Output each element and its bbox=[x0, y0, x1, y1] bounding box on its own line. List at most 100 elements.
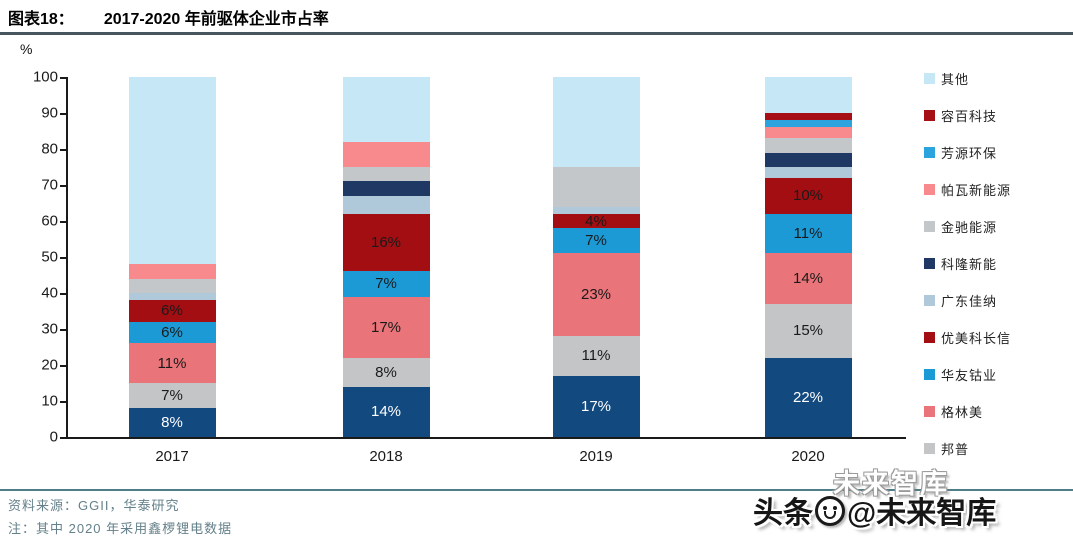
data-note: 注：其中 2020 年采用鑫椤锂电数据 bbox=[8, 521, 233, 536]
y-tick-mark bbox=[60, 257, 66, 259]
legend-label: 优美科长信 bbox=[941, 331, 1012, 346]
bar-segment bbox=[764, 113, 852, 121]
bar-segment bbox=[128, 278, 216, 293]
y-tick-mark bbox=[60, 149, 66, 151]
bar-value-label: 14% bbox=[792, 270, 824, 288]
bar-segment bbox=[342, 181, 430, 196]
legend-swatch bbox=[924, 443, 935, 454]
bar-segment: 23% bbox=[552, 253, 640, 337]
bar-value-label: 10% bbox=[792, 187, 824, 205]
bar-value-label: 11% bbox=[793, 225, 823, 243]
bar-segment: 8% bbox=[342, 357, 430, 387]
bar-value-label: 8% bbox=[161, 414, 183, 432]
y-tick-label: 10 bbox=[41, 392, 58, 410]
y-tick-label: 50 bbox=[41, 248, 58, 266]
bar-segment bbox=[764, 152, 852, 167]
legend-label: 广东佳纳 bbox=[941, 294, 998, 309]
title-divider bbox=[0, 32, 1073, 35]
bar-value-label: 11% bbox=[157, 354, 187, 372]
bar-segment bbox=[342, 141, 430, 167]
legend-swatch bbox=[924, 184, 935, 195]
bar-segment bbox=[342, 167, 430, 182]
bar-segment: 8% bbox=[128, 408, 216, 437]
legend-item: 优美科长信 bbox=[924, 328, 1011, 347]
legend-swatch bbox=[924, 221, 935, 232]
figure-number-label: 图表18： bbox=[8, 11, 74, 28]
bar-value-label: 11% bbox=[581, 347, 611, 365]
legend-label: 其他 bbox=[941, 72, 970, 87]
bar-segment bbox=[552, 77, 640, 167]
bar-segment: 6% bbox=[128, 300, 216, 322]
bar-segment bbox=[342, 77, 430, 142]
x-category-label: 2018 bbox=[369, 448, 403, 465]
bar-segment: 11% bbox=[552, 336, 640, 376]
footer-divider bbox=[0, 489, 1073, 491]
figure-title: 2017-2020 年前驱体企业市占率 bbox=[103, 11, 329, 28]
x-axis-line bbox=[66, 437, 906, 439]
bar-value-label: 16% bbox=[370, 234, 402, 252]
bar-segment: 7% bbox=[128, 383, 216, 409]
y-tick-label: 90 bbox=[41, 104, 58, 122]
legend-item: 华友钴业 bbox=[924, 365, 997, 384]
bar-value-label: 6% bbox=[161, 324, 183, 342]
legend-item: 芳源环保 bbox=[924, 143, 997, 162]
legend-item: 金驰能源 bbox=[924, 217, 997, 236]
bar-segment: 16% bbox=[342, 213, 430, 272]
legend-label: 容百科技 bbox=[941, 109, 998, 124]
legend-swatch bbox=[924, 332, 935, 343]
bar-segment: 14% bbox=[342, 386, 430, 437]
y-tick-mark bbox=[60, 329, 66, 331]
bar-segment: 4% bbox=[552, 212, 640, 230]
legend-swatch bbox=[924, 369, 935, 380]
bar-value-label: 7% bbox=[161, 387, 183, 405]
bar-value-label: 4% bbox=[585, 212, 607, 230]
legend-label: 金驰能源 bbox=[941, 220, 998, 235]
bar-segment bbox=[128, 264, 216, 279]
bar-segment: 7% bbox=[342, 271, 430, 297]
legend-item: 格林美 bbox=[924, 402, 983, 421]
legend-swatch bbox=[924, 110, 935, 121]
legend-label: 科隆新能 bbox=[941, 257, 998, 272]
x-category-label: 2017 bbox=[155, 448, 189, 465]
bar-segment bbox=[764, 127, 852, 139]
bar-value-label: 15% bbox=[792, 322, 824, 340]
bar-segment: 22% bbox=[764, 357, 852, 437]
y-tick-label: 0 bbox=[49, 428, 58, 446]
bar-segment bbox=[764, 120, 852, 128]
y-tick-mark bbox=[60, 185, 66, 187]
source-note: 资料来源：GGII，华泰研究 bbox=[8, 498, 180, 513]
legend-item: 其他 bbox=[924, 69, 969, 88]
bar-value-label: 7% bbox=[375, 275, 397, 293]
y-tick-label: 100 bbox=[32, 68, 58, 86]
legend-label: 芳源环保 bbox=[941, 146, 998, 161]
legend-swatch bbox=[924, 147, 935, 158]
bar-segment bbox=[552, 206, 640, 214]
y-tick-label: 30 bbox=[41, 320, 58, 338]
y-tick-mark bbox=[60, 77, 66, 79]
legend-swatch bbox=[924, 406, 935, 417]
bar-segment bbox=[552, 167, 640, 207]
bar-segment bbox=[764, 77, 852, 113]
legend-label: 华友钴业 bbox=[941, 368, 998, 383]
y-tick-label: 60 bbox=[41, 212, 58, 230]
legend-item: 帕瓦新能源 bbox=[924, 180, 1011, 199]
legend-item: 容百科技 bbox=[924, 106, 997, 125]
y-axis-unit-label: % bbox=[20, 41, 33, 57]
y-tick-mark bbox=[60, 437, 66, 439]
y-tick-mark bbox=[60, 293, 66, 295]
y-tick-mark bbox=[60, 113, 66, 115]
bar-segment bbox=[342, 195, 430, 214]
x-category-label: 2020 bbox=[791, 448, 825, 465]
legend-item: 广东佳纳 bbox=[924, 291, 997, 310]
y-tick-label: 20 bbox=[41, 356, 58, 374]
y-tick-label: 40 bbox=[41, 284, 58, 302]
bar-segment: 11% bbox=[764, 213, 852, 254]
bar-segment bbox=[764, 138, 852, 153]
legend-label: 格林美 bbox=[941, 405, 984, 420]
figure-header: 图表18： 2017-2020 年前驱体企业市占率 bbox=[8, 5, 329, 29]
legend-label: 邦普 bbox=[941, 442, 970, 457]
bar-segment bbox=[764, 167, 852, 178]
bar-segment: 15% bbox=[764, 303, 852, 358]
